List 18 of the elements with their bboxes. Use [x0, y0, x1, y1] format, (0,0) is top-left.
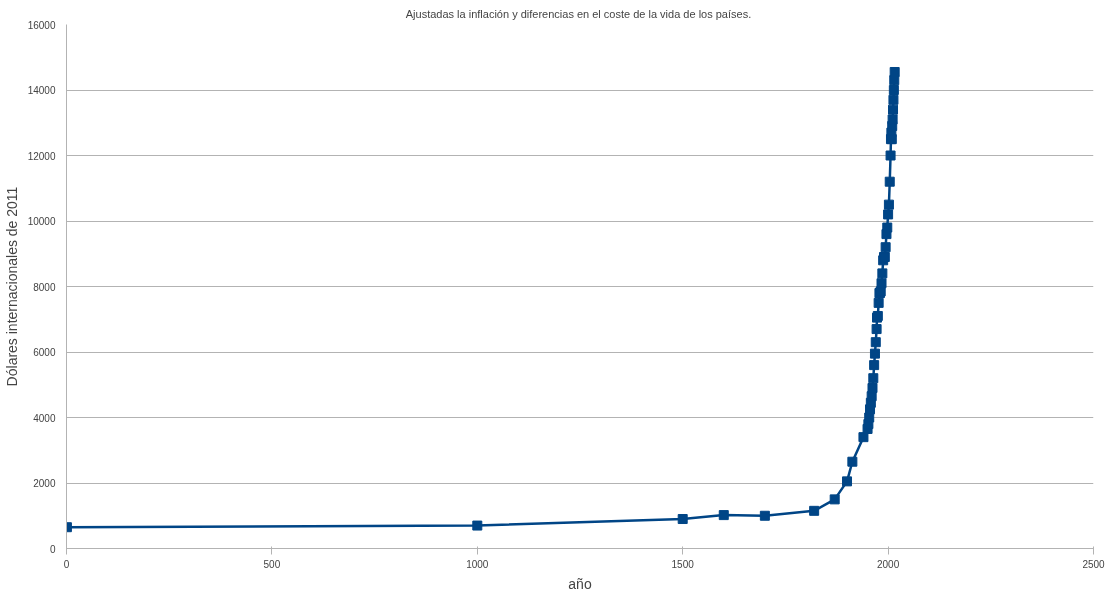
- y-tick-label: 12000: [27, 150, 56, 162]
- y-tick-label: 0: [49, 543, 56, 555]
- y-tick-label: 8000: [33, 281, 56, 293]
- y-tick-label: 2000: [33, 478, 56, 489]
- x-tick-label: 500: [263, 558, 281, 570]
- x-tick-label: 2500: [1082, 558, 1106, 570]
- x-axis-title: año: [568, 575, 592, 592]
- chart-title: Ajustadas la inflación y diferencias en el coste de la vida de los países.: [405, 7, 752, 20]
- x-tick-label: 1000: [466, 558, 489, 570]
- x-tick-label: 1500: [671, 558, 695, 570]
- y-tick-label: 14000: [27, 85, 56, 96]
- y-tick-label: 16000: [27, 19, 56, 31]
- y-tick-label: 6000: [33, 347, 56, 358]
- x-tick-label: 0: [63, 558, 70, 570]
- y-tick-label: 4000: [33, 412, 56, 424]
- y-tick-label: 10000: [27, 216, 56, 227]
- y-axis-title: Dólares internacionales de 2011: [3, 186, 20, 387]
- x-tick-label: 2000: [876, 558, 900, 570]
